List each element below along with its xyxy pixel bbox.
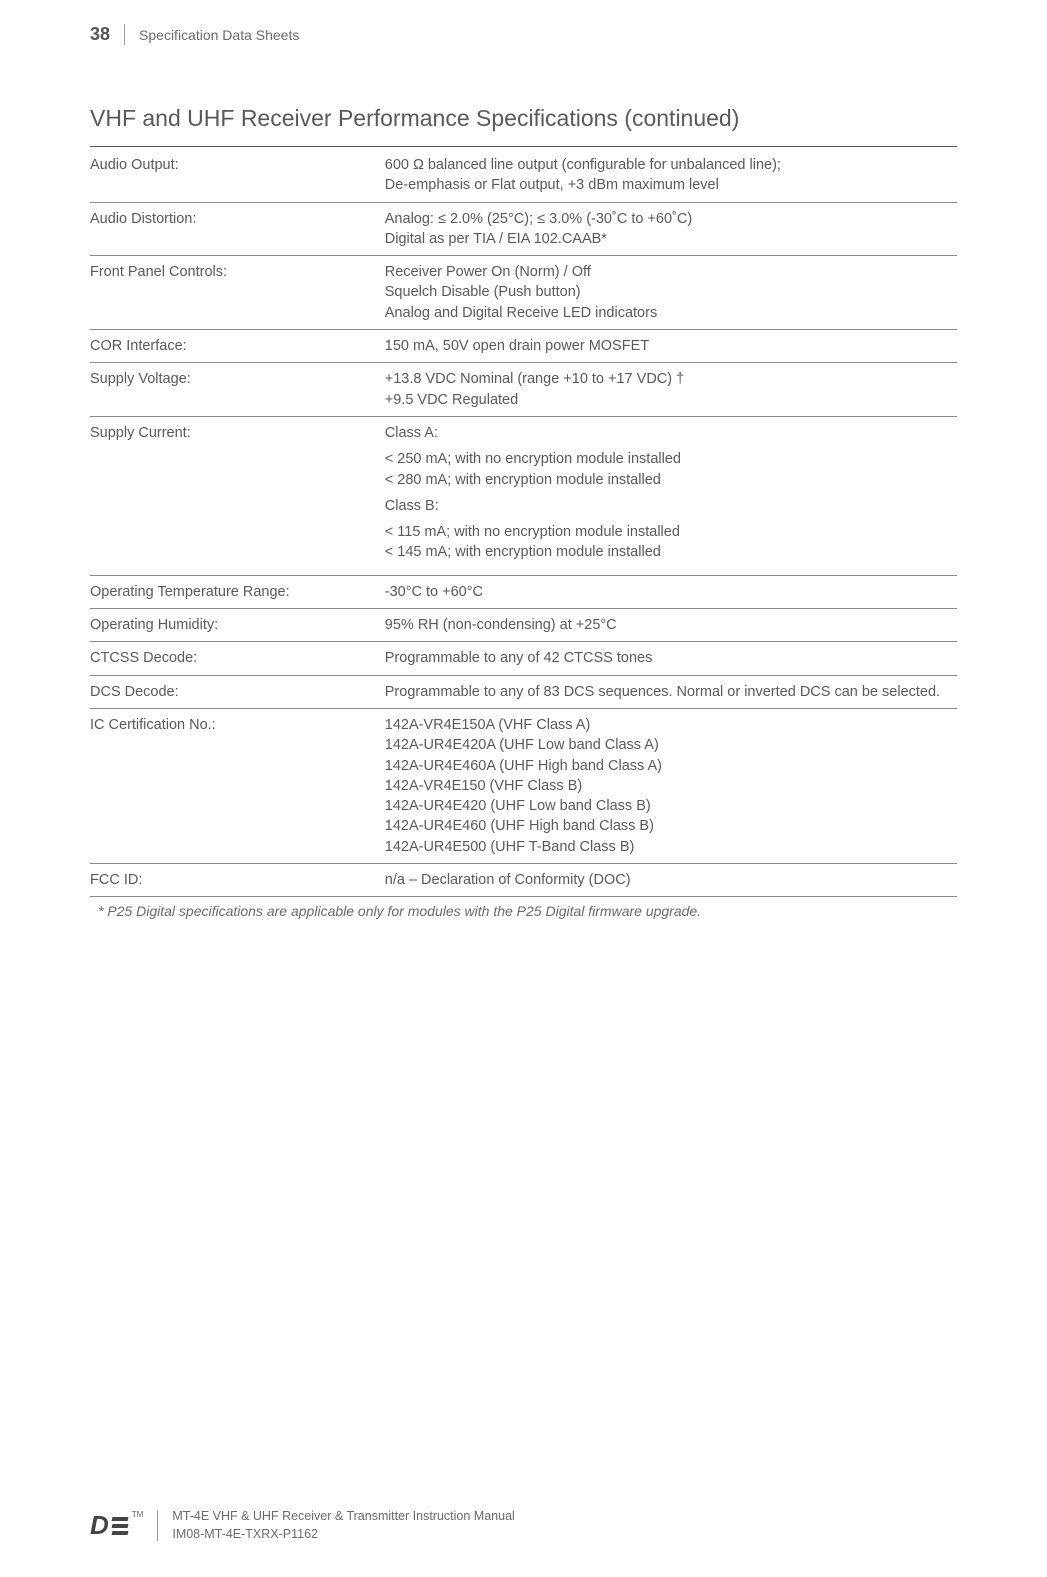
page-footer: D TM MT-4E VHF & UHF Receiver & Transmit… bbox=[90, 1508, 957, 1543]
table-row: FCC ID:n/a – Declaration of Conformity (… bbox=[90, 864, 957, 897]
spec-value: 150 mA, 50V open drain power MOSFET bbox=[385, 330, 957, 363]
spec-value: Receiver Power On (Norm) / OffSquelch Di… bbox=[385, 256, 957, 330]
table-row: CTCSS Decode:Programmable to any of 42 C… bbox=[90, 642, 957, 675]
table-row: Supply Voltage:+13.8 VDC Nominal (range … bbox=[90, 363, 957, 417]
spec-label: Audio Output: bbox=[90, 149, 385, 202]
spec-label: Supply Voltage: bbox=[90, 363, 385, 417]
page-header: 38 Specification Data Sheets bbox=[90, 24, 957, 45]
spec-label: Operating Temperature Range: bbox=[90, 575, 385, 608]
page-number: 38 bbox=[90, 24, 125, 45]
header-section-title: Specification Data Sheets bbox=[125, 27, 299, 43]
brand-logo: D TM bbox=[90, 1510, 158, 1541]
spec-label: Supply Current: bbox=[90, 416, 385, 575]
spec-label: FCC ID: bbox=[90, 864, 385, 897]
spec-value-block: < 250 mA; with no encryption module inst… bbox=[385, 449, 957, 490]
table-row: Audio Distortion:Analog: ≤ 2.0% (25°C); … bbox=[90, 202, 957, 256]
table-row: Audio Output:600 Ω balanced line output … bbox=[90, 149, 957, 202]
spec-value: Programmable to any of 83 DCS sequences.… bbox=[385, 675, 957, 708]
table-row: Operating Humidity:95% RH (non-condensin… bbox=[90, 609, 957, 642]
spec-value-block: Class B: bbox=[385, 496, 957, 516]
spec-value: -30°C to +60°C bbox=[385, 575, 957, 608]
title-divider bbox=[90, 146, 957, 147]
footer-line-2: IM08-MT-4E-TXRX-P1162 bbox=[172, 1526, 514, 1544]
spec-value-block: < 115 mA; with no encryption module inst… bbox=[385, 522, 957, 563]
section-title: VHF and UHF Receiver Performance Specifi… bbox=[90, 105, 957, 132]
page-container: 38 Specification Data Sheets VHF and UHF… bbox=[0, 0, 1047, 1577]
spec-value: 600 Ω balanced line output (configurable… bbox=[385, 149, 957, 202]
footer-line-1: MT-4E VHF & UHF Receiver & Transmitter I… bbox=[172, 1508, 514, 1526]
spec-label: COR Interface: bbox=[90, 330, 385, 363]
table-row: Front Panel Controls:Receiver Power On (… bbox=[90, 256, 957, 330]
spec-value: Programmable to any of 42 CTCSS tones bbox=[385, 642, 957, 675]
logo-tm: TM bbox=[132, 1510, 144, 1519]
spec-value-block: Class A: bbox=[385, 423, 957, 443]
spec-table: Audio Output:600 Ω balanced line output … bbox=[90, 149, 957, 897]
table-row: DCS Decode:Programmable to any of 83 DCS… bbox=[90, 675, 957, 708]
table-row: COR Interface:150 mA, 50V open drain pow… bbox=[90, 330, 957, 363]
logo-letter: D bbox=[90, 1510, 108, 1541]
table-row: Supply Current:Class A: < 250 mA; with no… bbox=[90, 416, 957, 575]
footnote: * P25 Digital specifications are applica… bbox=[90, 897, 957, 919]
spec-value: Analog: ≤ 2.0% (25°C); ≤ 3.0% (-30˚C to … bbox=[385, 202, 957, 256]
logo-bars-icon bbox=[112, 1517, 128, 1535]
spec-value: +13.8 VDC Nominal (range +10 to +17 VDC)… bbox=[385, 363, 957, 417]
spec-value: 95% RH (non-condensing) at +25°C bbox=[385, 609, 957, 642]
spec-label: Audio Distortion: bbox=[90, 202, 385, 256]
table-row: IC Certification No.:142A-VR4E150A (VHF … bbox=[90, 708, 957, 863]
spec-label: Front Panel Controls: bbox=[90, 256, 385, 330]
spec-label: IC Certification No.: bbox=[90, 708, 385, 863]
table-row: Operating Temperature Range:-30°C to +60… bbox=[90, 575, 957, 608]
spec-value: 142A-VR4E150A (VHF Class A)142A-UR4E420A… bbox=[385, 708, 957, 863]
spec-label: CTCSS Decode: bbox=[90, 642, 385, 675]
spec-label: DCS Decode: bbox=[90, 675, 385, 708]
spec-label: Operating Humidity: bbox=[90, 609, 385, 642]
footer-text: MT-4E VHF & UHF Receiver & Transmitter I… bbox=[172, 1508, 514, 1543]
spec-value: Class A: < 250 mA; with no encryption mod… bbox=[385, 416, 957, 575]
spec-value: n/a – Declaration of Conformity (DOC) bbox=[385, 864, 957, 897]
